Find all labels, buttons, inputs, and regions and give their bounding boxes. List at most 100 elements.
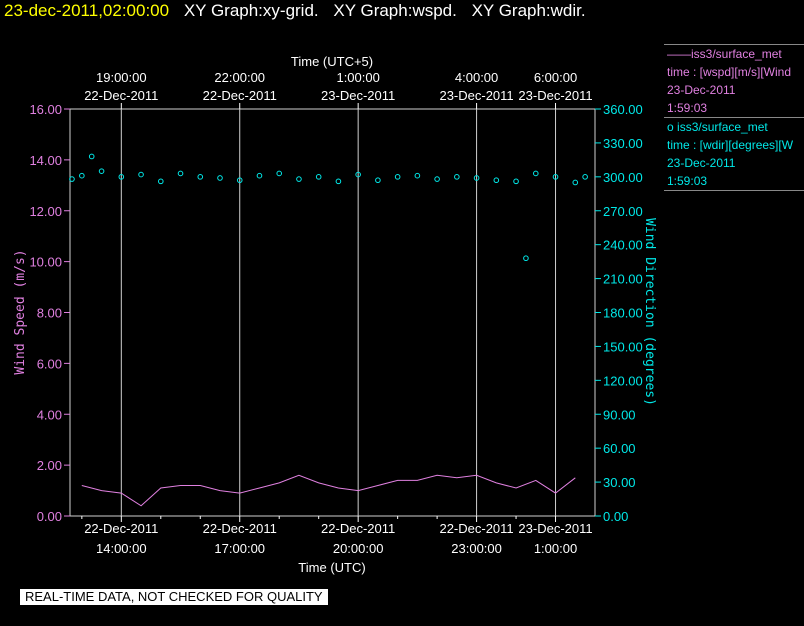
right-tick-label: 270.00 (603, 204, 643, 219)
wdir-point (69, 176, 75, 182)
legend-source: iss3/surface_met (677, 120, 768, 134)
wdir-point (118, 174, 125, 180)
bottom-axis-ticks: 22-Dec-2011 14:00:00 22-Dec-2011 17:00:00 22… (81, 516, 593, 556)
right-tick-label: 60.00 (603, 441, 636, 456)
plot-frame (69, 108, 596, 517)
bottom-tick-time: 1:00:00 (534, 541, 577, 556)
top-tick-time: 1:00:00 (336, 70, 379, 85)
wdir-point (532, 170, 539, 177)
wdir-point (414, 172, 421, 179)
wdir-point (473, 175, 480, 181)
legend-variable: time : [wspd][m/s][Wind (667, 65, 792, 79)
top-tick-time: 22:00:00 (214, 70, 265, 85)
wdir-point (197, 174, 204, 180)
wdir-point (552, 174, 559, 180)
bottom-tick-time: 14:00:00 (96, 541, 147, 556)
wdir-point (355, 171, 361, 178)
top-tick-date: 23-Dec-2011 (321, 88, 395, 103)
right-tick-label: 210.00 (603, 272, 643, 287)
right-tick-label: 180.00 (603, 306, 643, 321)
right-tick-label: 150.00 (603, 339, 643, 354)
left-tick-label: 2.00 (37, 458, 62, 473)
left-axis-label: Wind Speed (m/s) (13, 249, 28, 374)
wdir-point (375, 177, 381, 184)
wdir-point (157, 178, 164, 185)
wdir-point (493, 177, 500, 184)
legend-line-swatch: —— (667, 47, 691, 61)
wdir-point (335, 178, 342, 185)
wdir-point (177, 170, 184, 177)
top-axis-label: Time (UTC+5) (291, 54, 373, 69)
quality-notice: REAL-TIME DATA, NOT CHECKED FOR QUALITY (20, 589, 328, 605)
right-axis-ticks: 0.00 30.00 60.00 90.00 120.00 150.00 180.00 210… (595, 102, 643, 524)
top-tick-time: 6:00:00 (534, 70, 577, 85)
plot-timestamp: 23-dec-2011,02:00:00 (4, 1, 170, 20)
legend-time: 1:59:03 (667, 101, 708, 115)
wdir-point (513, 178, 519, 185)
left-tick-label: 10.00 (29, 255, 62, 270)
plot-header: 23-dec-2011,02:00:00 XY Graph:xy-grid. X… (4, 0, 586, 22)
bottom-tick-time: 17:00:00 (214, 541, 265, 556)
wdir-point (256, 172, 263, 179)
vertical-grid (120, 109, 557, 516)
bottom-tick-date: 22-Dec-2011 (84, 521, 158, 536)
wdir-point (296, 176, 302, 182)
bottom-tick-time: 20:00:00 (333, 541, 384, 556)
bottom-axis-label: Time (UTC) (298, 560, 365, 575)
wdir-point (98, 168, 105, 174)
wdir-point (217, 175, 223, 181)
right-tick-label: 360.00 (603, 102, 643, 117)
left-tick-label: 6.00 (37, 356, 62, 371)
wdir-point (236, 177, 243, 184)
wdir-point (394, 174, 401, 180)
legend-variable: time : [wdir][degrees][W (667, 138, 794, 152)
wspd-series-line (81, 474, 576, 507)
right-tick-label: 30.00 (603, 475, 636, 490)
wdir-point (315, 174, 322, 180)
top-axis-ticks: 19:00:00 22-Dec-2011 22:00:00 22-Dec-2011 1:… (84, 70, 593, 109)
wdir-point (523, 255, 529, 262)
top-tick-date: 22-Dec-2011 (203, 88, 277, 103)
bottom-tick-date: 22-Dec-2011 (439, 521, 513, 536)
wdir-series (69, 153, 588, 262)
bottom-tick-date: 23-Dec-2011 (518, 521, 592, 536)
legend: ——iss3/surface_met time : [wspd][m/s][Wi… (664, 44, 804, 191)
left-tick-label: 16.00 (29, 102, 62, 117)
right-tick-label: 330.00 (603, 136, 643, 151)
bottom-tick-time: 23:00:00 (451, 541, 502, 556)
right-tick-label: 300.00 (603, 170, 643, 185)
wdir-point (582, 174, 588, 180)
left-tick-label: 4.00 (37, 407, 62, 422)
wdir-point (434, 176, 440, 182)
wdir-point (88, 153, 95, 160)
left-axis-ticks: 0.00 2.00 4.00 6.00 8.00 10.00 12.00 14.00 16.00 (29, 102, 70, 524)
legend-source: iss3/surface_met (691, 47, 782, 61)
top-tick-time: 4:00:00 (455, 70, 498, 85)
graph-name-xy-grid: XY Graph:xy-grid. (183, 1, 319, 20)
legend-date: 23-Dec-2011 (667, 156, 736, 170)
top-tick-time: 19:00:00 (96, 70, 147, 85)
graph-name-wspd: XY Graph:wspd. (333, 1, 457, 20)
right-tick-label: 240.00 (603, 238, 643, 253)
legend-time: 1:59:03 (667, 174, 708, 188)
left-tick-label: 8.00 (37, 306, 62, 321)
top-tick-date: 22-Dec-2011 (84, 88, 158, 103)
legend-marker-swatch: o (667, 120, 674, 134)
bottom-tick-date: 22-Dec-2011 (321, 521, 395, 536)
graph-name-wdir: XY Graph:wdir. (471, 1, 586, 20)
left-tick-label: 0.00 (37, 509, 62, 524)
wdir-point (454, 174, 460, 180)
legend-entry-wspd: ——iss3/surface_met time : [wspd][m/s][Wi… (664, 44, 804, 117)
right-axis-label: Wind Direction (degrees) (642, 218, 657, 406)
legend-entry-wdir: o iss3/surface_met time : [wdir][degrees… (664, 117, 804, 191)
right-tick-label: 120.00 (603, 373, 643, 388)
wdir-point (79, 172, 85, 179)
top-tick-date: 23-Dec-2011 (439, 88, 513, 103)
right-tick-label: 90.00 (603, 407, 636, 422)
legend-date: 23-Dec-2011 (667, 83, 736, 97)
left-tick-label: 12.00 (29, 204, 62, 219)
top-tick-date: 23-Dec-2011 (518, 88, 592, 103)
bottom-tick-date: 22-Dec-2011 (203, 521, 277, 536)
left-tick-label: 14.00 (29, 153, 62, 168)
